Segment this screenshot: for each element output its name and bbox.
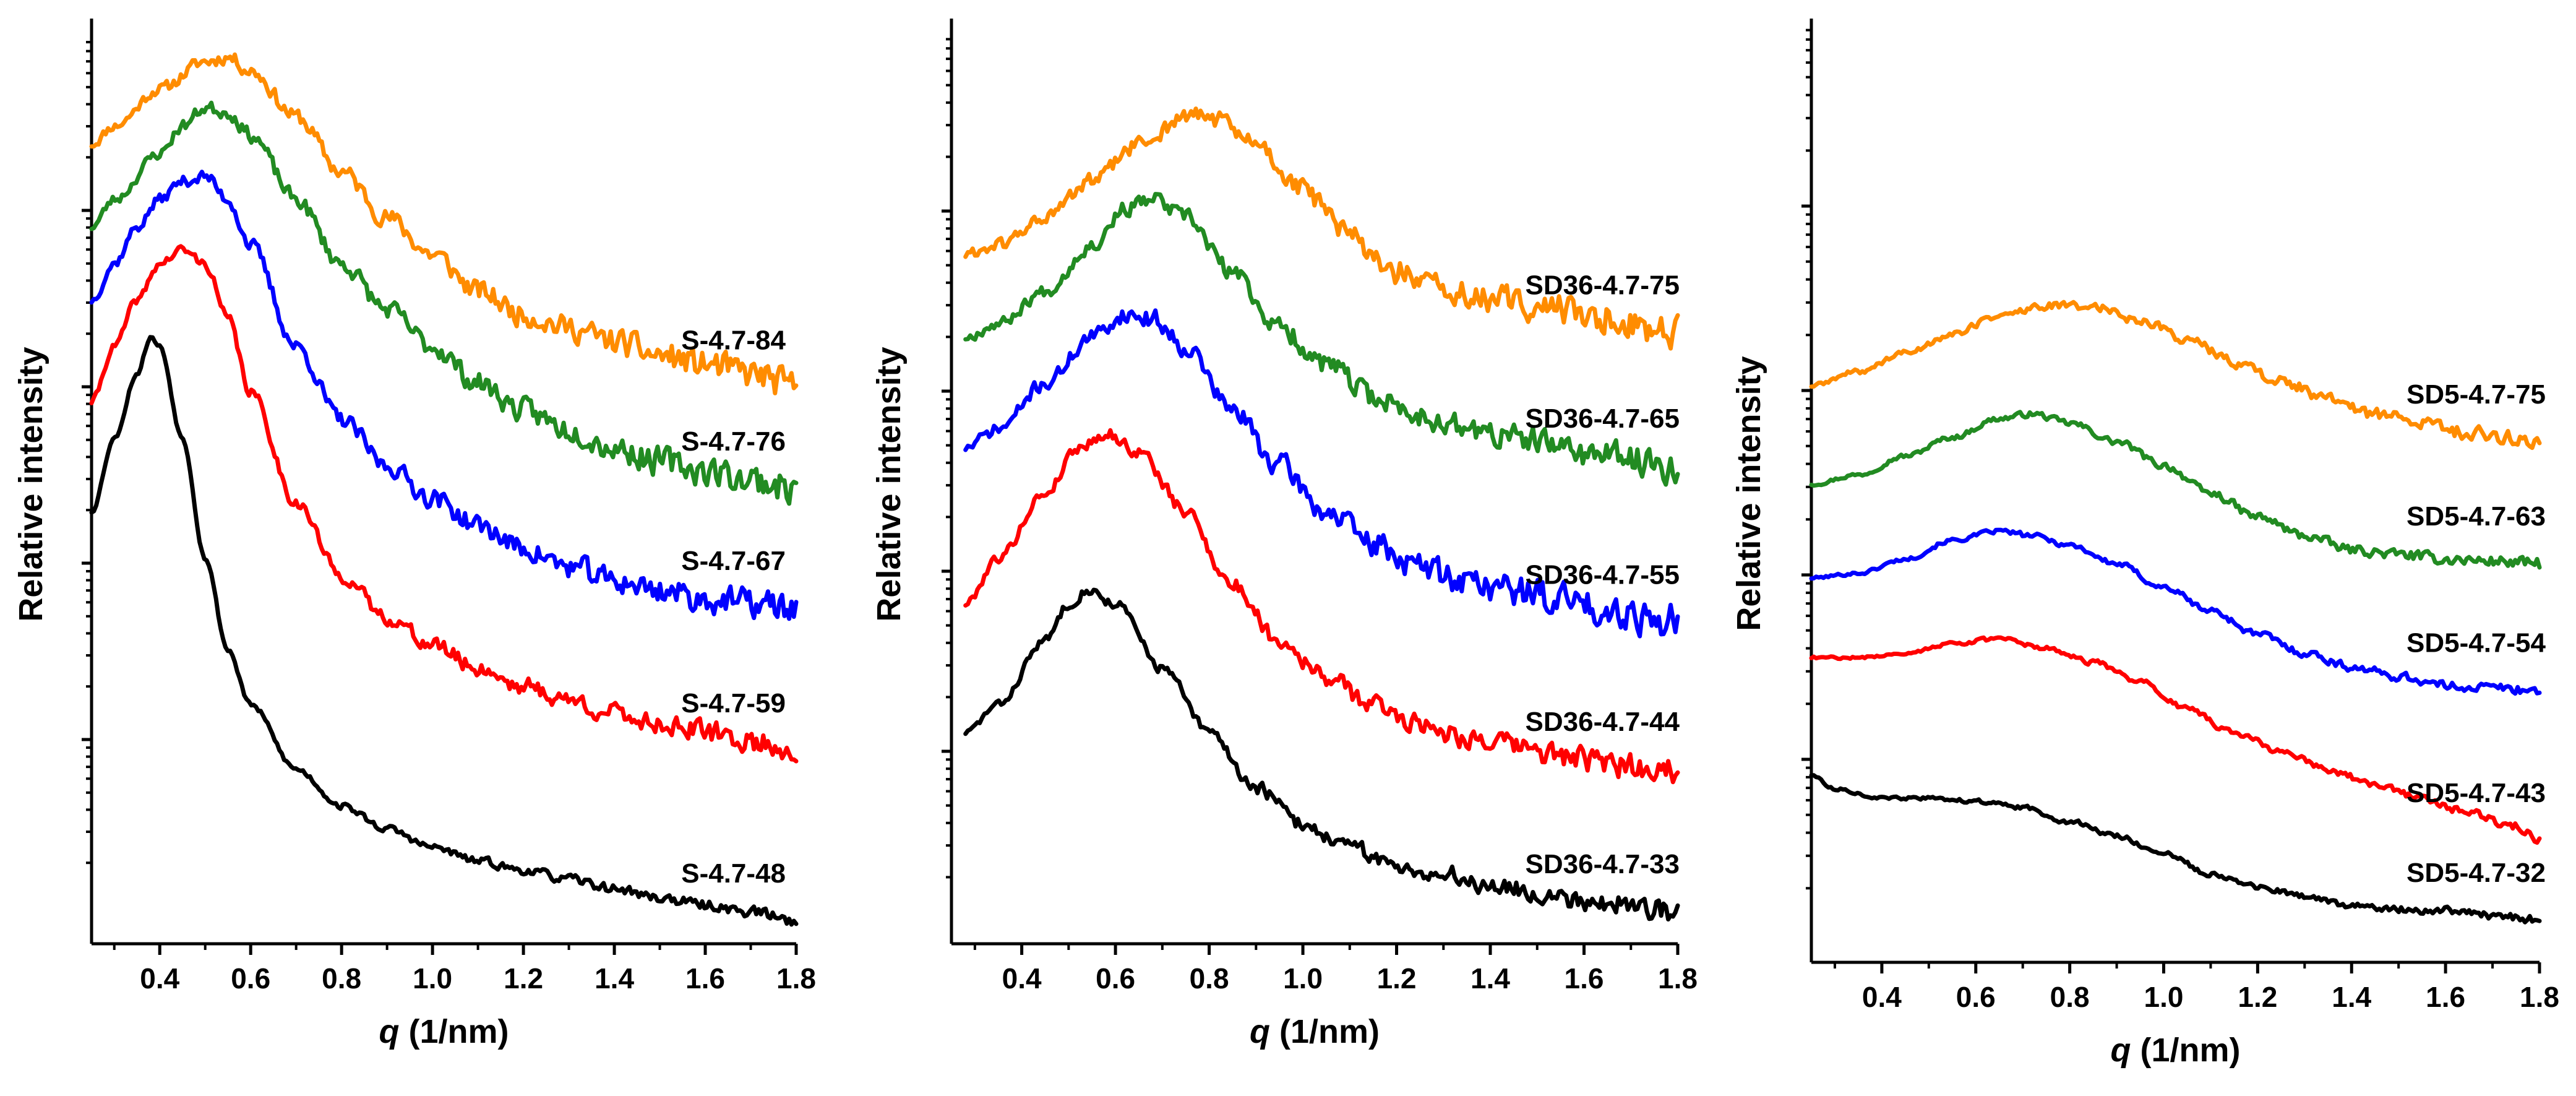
series-line-S-4.7-67 xyxy=(89,170,799,621)
x-tick-label: 1.2 xyxy=(2238,981,2277,1013)
series-label: S-4.7-48 xyxy=(681,858,786,889)
x-tick-label: 1.2 xyxy=(504,962,543,995)
series-label: SD36-4.7-55 xyxy=(1526,559,1680,590)
y-axis-title: Relative intensity xyxy=(1730,356,1767,631)
series-line-SD36-4.7-44 xyxy=(963,428,1680,785)
series-line-SD36-4.7-33 xyxy=(963,587,1680,921)
x-tick-label: 0.8 xyxy=(1190,962,1229,995)
x-tick-label: 1.0 xyxy=(413,962,452,995)
series-line-SD5-4.7-75 xyxy=(1809,300,2542,451)
x-tick-label: 0.8 xyxy=(2050,981,2090,1013)
x-tick-label: 0.4 xyxy=(1862,981,1902,1013)
x-tick-label: 0.6 xyxy=(231,962,270,995)
x-tick-label: 1.6 xyxy=(685,962,725,995)
series-label: S-4.7-84 xyxy=(681,326,786,356)
x-tick-label: 1.0 xyxy=(2144,981,2184,1013)
x-axis-title-symbol: q xyxy=(379,1013,399,1050)
series-line-S-4.7-76 xyxy=(89,100,799,506)
series-label: SD5-4.7-54 xyxy=(2406,628,2546,658)
chart-panel-sd5-series: 0.4 0.6 0.8 1.0 1.2 1.4 1.6 1.8 Relative intensi… xyxy=(1730,19,2559,1069)
y-axis-title: Relative intensity xyxy=(12,347,49,621)
x-tick-label: 1.4 xyxy=(595,962,634,995)
series-label: SD36-4.7-65 xyxy=(1526,403,1680,434)
x-tick-label: 0.4 xyxy=(140,962,179,995)
series-label: SD5-4.7-63 xyxy=(2406,501,2546,532)
series-line-SD36-4.7-55 xyxy=(963,308,1680,639)
series-line-SD5-4.7-54 xyxy=(1809,527,2542,696)
x-tick-label: 0.8 xyxy=(322,962,361,995)
series-line-SD36-4.7-65 xyxy=(963,192,1680,487)
x-tick-label: 0.6 xyxy=(1956,981,1996,1013)
x-tick-label: 0.6 xyxy=(1096,962,1135,995)
x-axis-title-unit: (1/nm) xyxy=(2131,1032,2240,1069)
y-axis-title: Relative intensity xyxy=(870,347,908,621)
x-tick-label: 0.4 xyxy=(1002,962,1042,995)
x-tick-label: 1.4 xyxy=(2332,981,2371,1013)
x-tick-label: 1.8 xyxy=(2520,981,2559,1013)
chart-panel-sd36-series: 0.4 0.6 0.8 1.0 1.2 1.4 1.6 1.8 Relative intensi… xyxy=(870,19,1698,1050)
x-tick-label: 1.0 xyxy=(1283,962,1323,995)
series-line-SD5-4.7-43 xyxy=(1809,635,2542,845)
x-tick-label: 1.8 xyxy=(776,962,816,995)
series-line-S-4.7-48 xyxy=(89,335,799,927)
x-axis-title-symbol: q xyxy=(1250,1013,1270,1050)
series-line-SD5-4.7-63 xyxy=(1809,410,2542,570)
series-label: S-4.7-67 xyxy=(681,546,786,576)
x-axis-title: q (1/nm) xyxy=(2110,1032,2240,1069)
x-axis-title: q (1/nm) xyxy=(1250,1013,1380,1050)
x-tick-label: 1.6 xyxy=(2426,981,2465,1013)
x-axis-title-unit: (1/nm) xyxy=(399,1013,509,1050)
chart-panel-s-series: 0.4 0.6 0.8 1.0 1.2 1.4 1.6 1.8 Relative intensi… xyxy=(12,19,816,1050)
series-label: SD36-4.7-75 xyxy=(1526,270,1680,300)
x-axis-title-unit: (1/nm) xyxy=(1270,1013,1380,1050)
series-label: SD5-4.7-32 xyxy=(2406,858,2546,888)
series-line-S-4.7-59 xyxy=(89,244,799,764)
x-tick-label: 1.8 xyxy=(1658,962,1698,995)
series-line-SD5-4.7-32 xyxy=(1809,773,2542,925)
series-label: SD5-4.7-75 xyxy=(2406,379,2546,410)
series-label: SD5-4.7-43 xyxy=(2406,778,2546,808)
series-label: SD36-4.7-33 xyxy=(1526,849,1680,879)
series-label: S-4.7-76 xyxy=(681,426,786,457)
series-label: S-4.7-59 xyxy=(681,688,786,718)
series-line-SD36-4.7-75 xyxy=(963,106,1680,351)
x-axis-title-symbol: q xyxy=(2110,1032,2131,1069)
x-axis-title: q (1/nm) xyxy=(379,1013,509,1050)
x-tick-label: 1.2 xyxy=(1377,962,1417,995)
series-line-S-4.7-84 xyxy=(89,52,799,395)
x-tick-label: 1.4 xyxy=(1470,962,1510,995)
series-label: SD36-4.7-44 xyxy=(1526,707,1680,737)
x-tick-label: 1.6 xyxy=(1565,962,1604,995)
